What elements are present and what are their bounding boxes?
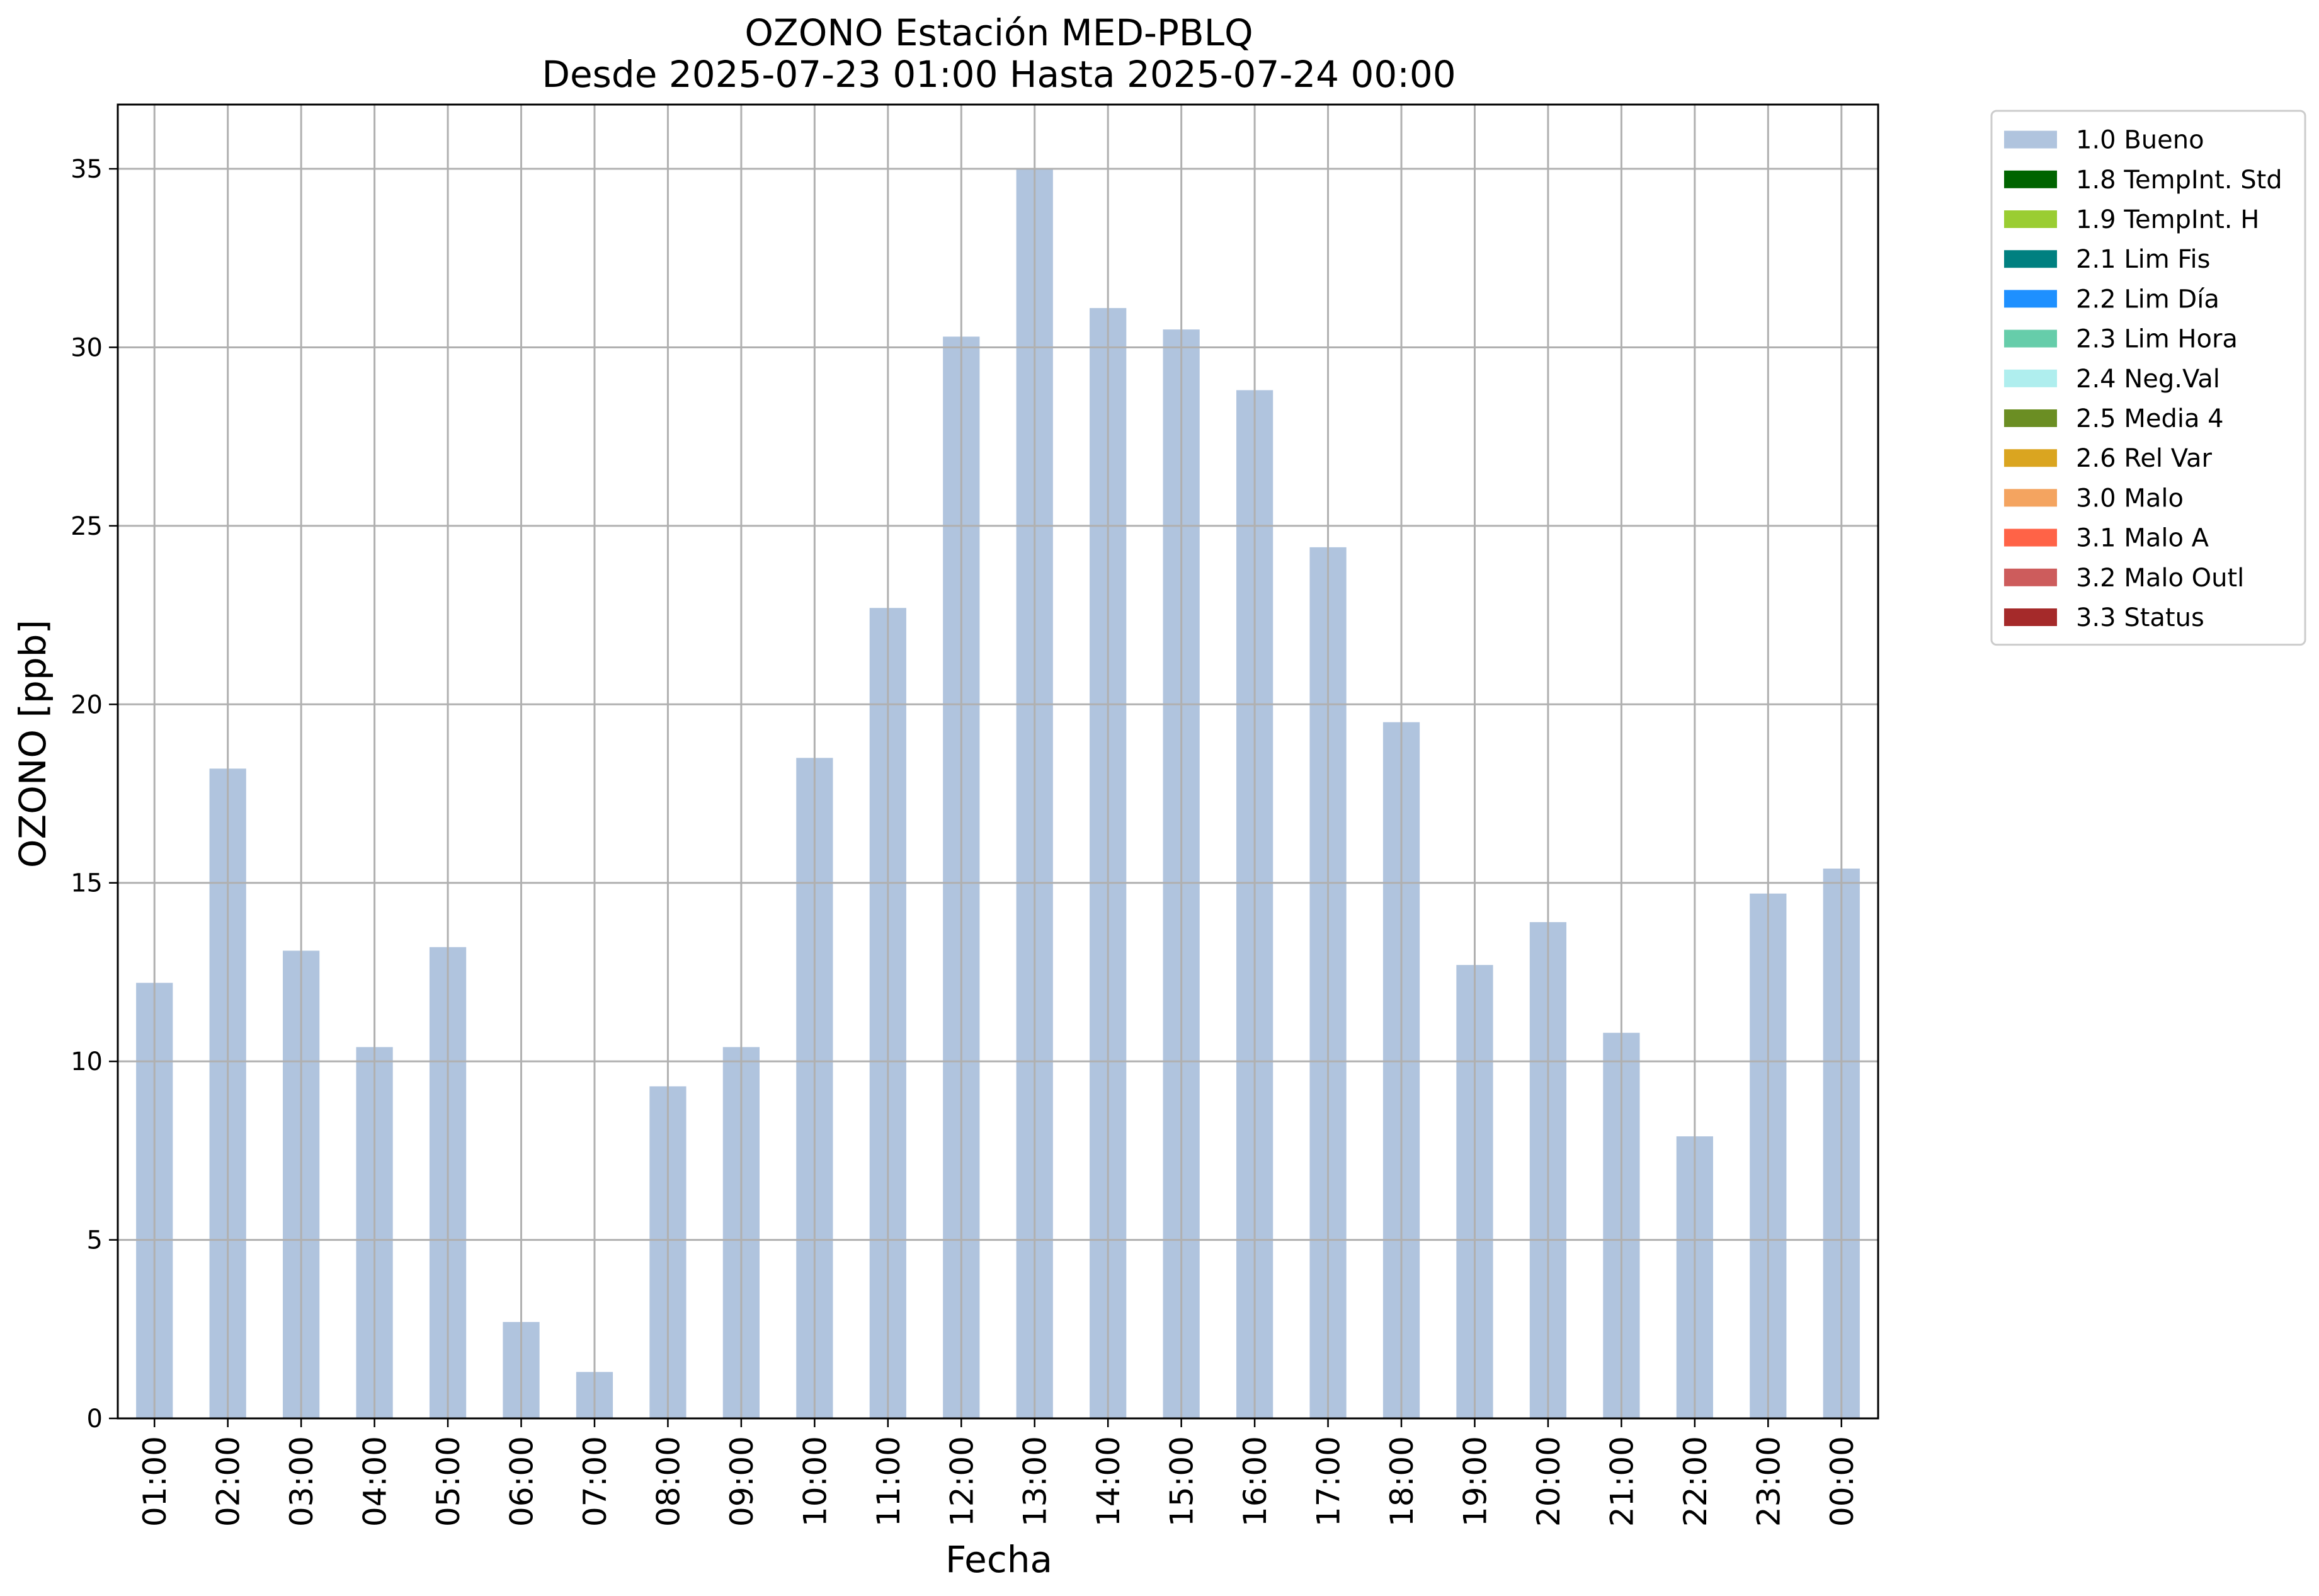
x-tick-label: 13:00 (1017, 1436, 1054, 1527)
y-tick-label: 35 (71, 155, 103, 184)
x-tick-label: 16:00 (1237, 1436, 1273, 1527)
legend-swatch (2004, 568, 2057, 586)
legend-swatch (2004, 409, 2057, 427)
legend-item-label: 2.2 Lim Día (2076, 285, 2219, 314)
x-tick-label: 21:00 (1604, 1436, 1640, 1527)
legend-swatch (2004, 130, 2057, 149)
chart-subtitle: Desde 2025-07-23 01:00 Hasta 2025-07-24 … (542, 53, 1456, 96)
legend-item-label: 2.3 Lim Hora (2076, 325, 2238, 354)
y-tick-label: 10 (71, 1047, 103, 1076)
plot-frame (117, 103, 1879, 1420)
legend-swatch (2004, 210, 2057, 228)
y-tick-label: 15 (71, 869, 103, 898)
legend-swatch (2004, 528, 2057, 547)
legend-swatch (2004, 489, 2057, 507)
legend: 1.0 Bueno 1.8 TempInt. Std 1.9 TempInt. H 2… (1990, 110, 2306, 646)
legend-item-label: 2.5 Media 4 (2076, 404, 2224, 433)
legend-item-label: 1.9 TempInt. H (2076, 205, 2259, 234)
x-tick-label: 12:00 (943, 1436, 980, 1527)
legend-item-label: 1.8 TempInt. Std (2076, 166, 2282, 195)
x-tick-label: 18:00 (1384, 1436, 1420, 1527)
x-tick-label: 20:00 (1530, 1436, 1567, 1527)
x-tick-label: 22:00 (1677, 1436, 1714, 1527)
legend-item-label: 3.2 Malo Outl (2076, 564, 2244, 593)
x-tick-label: 05:00 (430, 1436, 467, 1527)
legend-item-label: 2.6 Rel Var (2076, 444, 2213, 473)
x-tick-label: 15:00 (1164, 1436, 1200, 1527)
x-tick-label: 14:00 (1090, 1436, 1127, 1527)
x-tick-label: 01:00 (137, 1436, 173, 1527)
x-tick-label: 08:00 (650, 1436, 687, 1527)
legend-item-label: 3.1 Malo A (2076, 524, 2209, 553)
x-tick-label: 23:00 (1750, 1436, 1787, 1527)
x-tick-label: 03:00 (283, 1436, 320, 1527)
x-tick-label: 04:00 (357, 1436, 394, 1527)
x-tick-label: 17:00 (1311, 1436, 1347, 1527)
y-tick-label: 30 (71, 333, 103, 362)
legend-swatch (2004, 250, 2057, 268)
x-tick-label: 07:00 (577, 1436, 613, 1527)
x-tick-label: 06:00 (504, 1436, 540, 1527)
legend-swatch (2004, 329, 2057, 348)
x-tick-label: 11:00 (870, 1436, 907, 1527)
y-tick-label: 25 (71, 512, 103, 541)
x-axis-label: Fecha (945, 1538, 1052, 1581)
legend-swatch (2004, 608, 2057, 626)
legend-item-label: 1.0 Bueno (2076, 126, 2204, 155)
legend-swatch (2004, 170, 2057, 188)
plot-area: 0 5 10 15 20 25 30 35 01:00 02:00 03:00 04:00 05:00 0… (71, 103, 1879, 1527)
legend-box (1990, 110, 2306, 646)
legend-item-label: 3.3 Status (2076, 603, 2204, 632)
legend-item-label: 3.0 Malo (2076, 484, 2184, 513)
y-tick-label: 20 (71, 690, 103, 719)
x-tick-label: 10:00 (797, 1436, 833, 1527)
legend-item-label: 2.4 Neg.Val (2076, 365, 2220, 394)
legend-swatch (2004, 290, 2057, 308)
y-tick-label: 5 (87, 1226, 103, 1255)
chart-title: OZONO Estación MED-PBLQ (744, 11, 1253, 54)
y-tick-label: 0 (87, 1405, 103, 1434)
x-tick-label: 00:00 (1824, 1436, 1860, 1527)
y-axis-label: OZONO [ppb] (11, 620, 54, 868)
x-tick-label: 09:00 (724, 1436, 760, 1527)
x-tick-label: 19:00 (1457, 1436, 1493, 1527)
legend-swatch (2004, 369, 2057, 387)
legend-swatch (2004, 449, 2057, 467)
x-tick-label: 02:00 (210, 1436, 247, 1527)
legend-item-label: 2.1 Lim Fis (2076, 245, 2210, 274)
